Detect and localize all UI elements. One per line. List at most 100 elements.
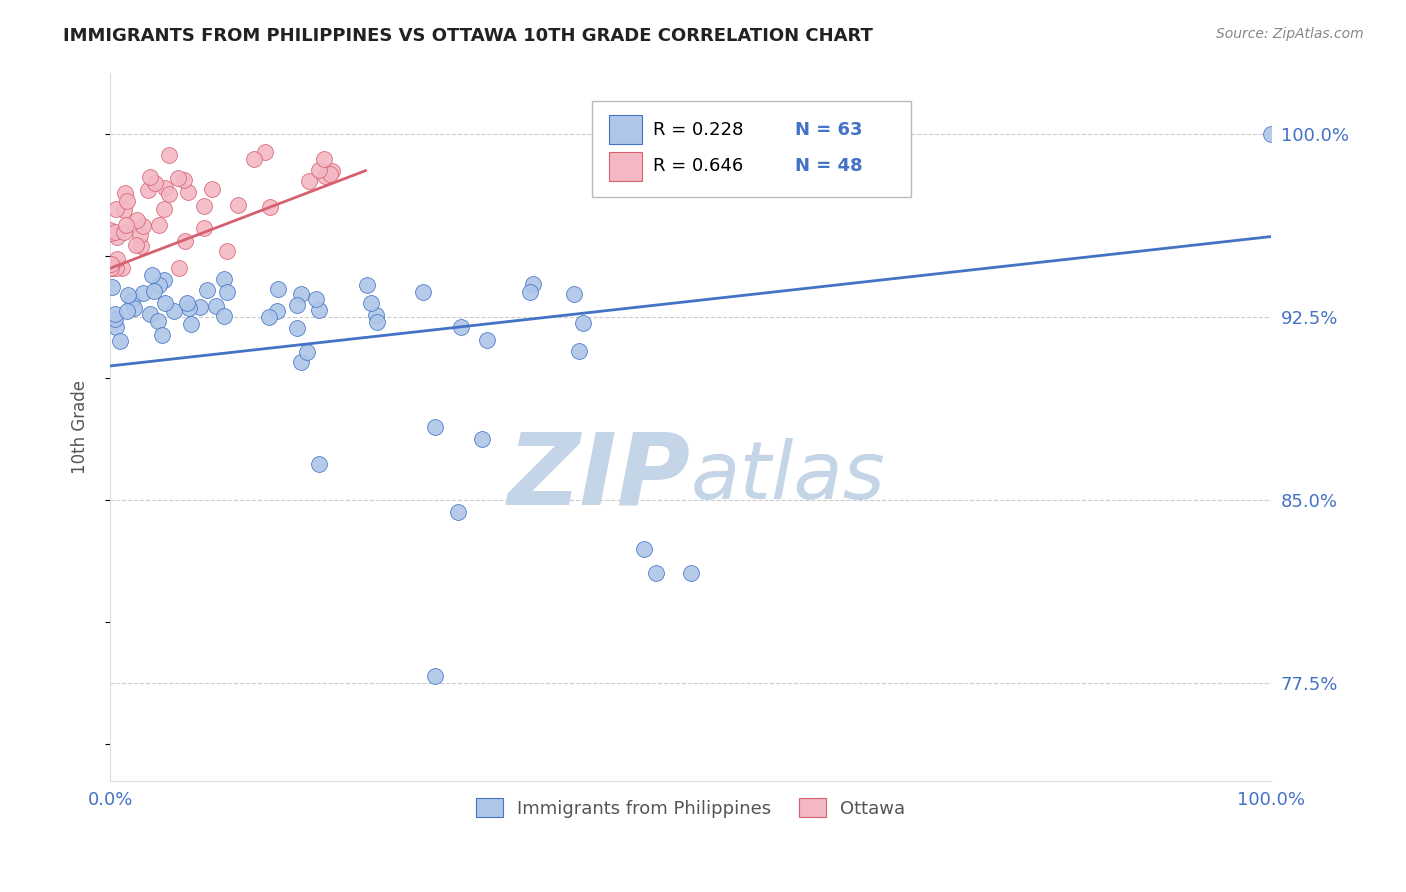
Point: [188, 300, 211, 314]
Point: [257, 310, 280, 325]
Point: [308, 457, 330, 471]
Text: N = 63: N = 63: [794, 120, 862, 138]
Point: [633, 542, 655, 557]
Point: [122, 301, 145, 315]
Point: [243, 152, 266, 166]
Point: [679, 566, 702, 581]
Point: [179, 301, 201, 316]
Point: [201, 181, 224, 195]
Point: [519, 285, 541, 299]
Point: [125, 212, 148, 227]
Point: [100, 227, 122, 241]
Point: [571, 316, 593, 330]
Point: [314, 169, 336, 183]
Point: [148, 314, 170, 328]
Point: [425, 420, 447, 434]
Point: [148, 278, 170, 293]
Point: [212, 309, 235, 323]
Point: [319, 167, 342, 181]
Point: [111, 261, 134, 276]
Text: IMMIGRANTS FROM PHILIPPINES VS OTTAWA 10TH GRADE CORRELATION CHART: IMMIGRANTS FROM PHILIPPINES VS OTTAWA 10…: [63, 27, 873, 45]
Bar: [609, 152, 641, 181]
Point: [112, 225, 135, 239]
Point: [132, 286, 155, 301]
Point: [308, 162, 330, 177]
Point: [155, 296, 177, 310]
Point: [217, 244, 239, 258]
Point: [226, 198, 249, 212]
Point: [100, 261, 122, 276]
Point: [150, 327, 173, 342]
Point: [285, 298, 308, 312]
Point: [100, 261, 122, 276]
Point: [104, 202, 127, 216]
Point: [143, 176, 166, 190]
Point: [204, 299, 226, 313]
Point: [174, 234, 197, 248]
Point: [522, 277, 544, 291]
Point: [475, 333, 498, 347]
Point: [644, 566, 666, 581]
Legend: Immigrants from Philippines, Ottawa: Immigrants from Philippines, Ottawa: [468, 791, 912, 825]
Point: [100, 257, 122, 271]
Point: [108, 334, 131, 349]
Point: [290, 287, 312, 301]
Point: [105, 261, 128, 276]
Text: R = 0.228: R = 0.228: [654, 120, 744, 138]
Point: [562, 286, 585, 301]
Point: [215, 285, 238, 299]
Point: [412, 285, 434, 299]
Point: [266, 282, 288, 296]
Point: [105, 252, 128, 266]
Point: [101, 280, 124, 294]
Point: [471, 432, 494, 446]
Point: [104, 225, 127, 239]
Point: [141, 268, 163, 282]
Point: [364, 308, 387, 322]
Point: [167, 261, 190, 276]
Bar: [609, 115, 641, 145]
Point: [121, 293, 143, 307]
Point: [214, 272, 236, 286]
Point: [153, 273, 176, 287]
Point: [105, 230, 128, 244]
Point: [115, 218, 138, 232]
Point: [290, 355, 312, 369]
Text: atlas: atlas: [690, 438, 886, 516]
Point: [157, 147, 180, 161]
Point: [366, 315, 388, 329]
Text: Source: ZipAtlas.com: Source: ZipAtlas.com: [1216, 27, 1364, 41]
Point: [298, 174, 321, 188]
Point: [131, 219, 153, 233]
Point: [148, 218, 170, 232]
Point: [173, 172, 195, 186]
Point: [104, 319, 127, 334]
Point: [115, 304, 138, 318]
Point: [447, 505, 470, 519]
Point: [114, 186, 136, 200]
Point: [266, 304, 288, 318]
Point: [180, 318, 202, 332]
Point: [425, 669, 447, 683]
Point: [153, 181, 176, 195]
Point: [254, 145, 277, 159]
Point: [195, 283, 218, 297]
Point: [177, 185, 200, 199]
Point: [129, 238, 152, 252]
Point: [321, 163, 343, 178]
Point: [1260, 127, 1282, 141]
Point: [166, 171, 188, 186]
Point: [312, 153, 335, 167]
Point: [152, 202, 174, 216]
Point: [104, 307, 127, 321]
Point: [305, 293, 328, 307]
Point: [360, 296, 382, 310]
Point: [125, 238, 148, 252]
Point: [163, 303, 186, 318]
Text: N = 48: N = 48: [794, 157, 863, 176]
Point: [143, 284, 166, 298]
Point: [129, 228, 152, 243]
Point: [159, 187, 181, 202]
Point: [450, 320, 472, 334]
Point: [139, 307, 162, 321]
